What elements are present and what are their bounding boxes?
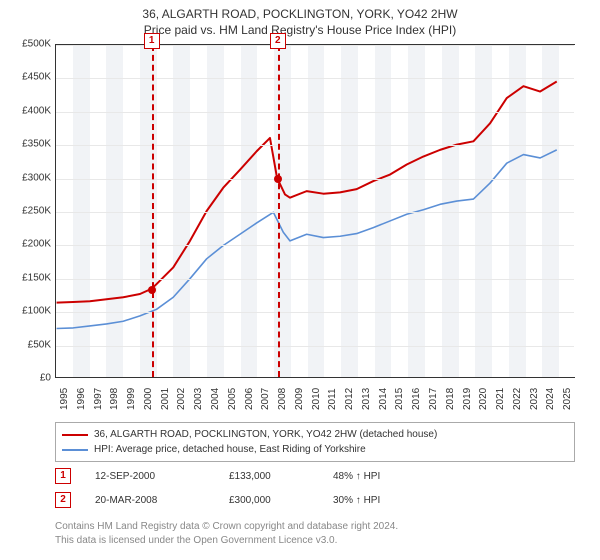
x-tick-label: 2008 [277, 388, 288, 410]
legend-item: 36, ALGARTH ROAD, POCKLINGTON, YORK, YO4… [62, 427, 568, 442]
sale-date: 12-SEP-2000 [95, 471, 205, 482]
y-tick-label: £200K [0, 239, 51, 250]
legend-item: HPI: Average price, detached house, East… [62, 442, 568, 457]
chart-container: 36, ALGARTH ROAD, POCKLINGTON, YORK, YO4… [0, 0, 600, 560]
x-tick-label: 2022 [512, 388, 523, 410]
x-tick-label: 2006 [244, 388, 255, 410]
x-tick-label: 2025 [562, 388, 573, 410]
y-tick-label: £350K [0, 139, 51, 150]
sale-row-badge: 1 [55, 468, 71, 484]
legend: 36, ALGARTH ROAD, POCKLINGTON, YORK, YO4… [55, 422, 575, 462]
legend-swatch [62, 449, 88, 451]
x-tick-label: 2010 [311, 388, 322, 410]
x-tick-label: 2019 [462, 388, 473, 410]
sale-marker-dot [148, 286, 156, 294]
gridline-horizontal [56, 245, 574, 246]
y-tick-label: £450K [0, 72, 51, 83]
x-tick-label: 1995 [59, 388, 70, 410]
sale-marker-line [278, 45, 280, 377]
x-tick-label: 1999 [126, 388, 137, 410]
x-tick-label: 2023 [529, 388, 540, 410]
x-tick-label: 1996 [76, 388, 87, 410]
sale-marker-line [152, 45, 154, 377]
y-tick-label: £150K [0, 272, 51, 283]
y-tick-label: £0 [0, 373, 51, 384]
hpi-line [57, 150, 557, 329]
x-tick-label: 2007 [260, 388, 271, 410]
plot-area: 12 [55, 44, 575, 378]
x-tick-label: 2015 [394, 388, 405, 410]
x-tick-label: 2000 [143, 388, 154, 410]
x-tick-label: 1998 [109, 388, 120, 410]
x-tick-label: 2024 [545, 388, 556, 410]
x-tick-label: 2004 [210, 388, 221, 410]
x-tick-label: 2001 [160, 388, 171, 410]
gridline-horizontal [56, 78, 574, 79]
chart-title: 36, ALGARTH ROAD, POCKLINGTON, YORK, YO4… [0, 0, 600, 38]
line-svg [56, 45, 574, 377]
y-tick-label: £300K [0, 172, 51, 183]
gridline-horizontal [56, 145, 574, 146]
sale-pct-vs-hpi: 30% ↑ HPI [333, 495, 380, 506]
x-tick-label: 1997 [93, 388, 104, 410]
x-tick-label: 2005 [227, 388, 238, 410]
x-tick-label: 2002 [176, 388, 187, 410]
y-tick-label: £100K [0, 306, 51, 317]
sale-marker-dot [274, 175, 282, 183]
x-tick-label: 2021 [495, 388, 506, 410]
gridline-horizontal [56, 45, 574, 46]
gridline-horizontal [56, 312, 574, 313]
gridline-horizontal [56, 179, 574, 180]
x-tick-label: 2014 [378, 388, 389, 410]
y-tick-label: £250K [0, 206, 51, 217]
gridline-horizontal [56, 112, 574, 113]
y-tick-label: £500K [0, 39, 51, 50]
legend-label: 36, ALGARTH ROAD, POCKLINGTON, YORK, YO4… [94, 427, 437, 442]
title-line-2: Price paid vs. HM Land Registry's House … [0, 22, 600, 38]
footer-line-1: Contains HM Land Registry data © Crown c… [55, 520, 398, 534]
footer-line-2: This data is licensed under the Open Gov… [55, 534, 398, 548]
sale-date: 20-MAR-2008 [95, 495, 205, 506]
x-tick-label: 2017 [428, 388, 439, 410]
y-tick-label: £400K [0, 105, 51, 116]
sale-row: 1 12-SEP-2000 £133,000 48% ↑ HPI [55, 468, 380, 484]
x-tick-label: 2012 [344, 388, 355, 410]
gridline-horizontal [56, 346, 574, 347]
x-tick-label: 2011 [327, 388, 338, 410]
x-tick-label: 2020 [478, 388, 489, 410]
y-tick-label: £50K [0, 339, 51, 350]
sale-price: £133,000 [229, 471, 309, 482]
title-line-1: 36, ALGARTH ROAD, POCKLINGTON, YORK, YO4… [0, 6, 600, 22]
gridline-horizontal [56, 212, 574, 213]
x-tick-label: 2016 [411, 388, 422, 410]
sale-price: £300,000 [229, 495, 309, 506]
sale-marker-badge: 2 [270, 33, 286, 49]
sale-row: 2 20-MAR-2008 £300,000 30% ↑ HPI [55, 492, 380, 508]
gridline-horizontal [56, 279, 574, 280]
sale-row-badge: 2 [55, 492, 71, 508]
legend-swatch [62, 434, 88, 436]
sale-marker-badge: 1 [144, 33, 160, 49]
footer-attribution: Contains HM Land Registry data © Crown c… [55, 520, 398, 547]
legend-label: HPI: Average price, detached house, East… [94, 442, 366, 457]
x-tick-label: 2018 [445, 388, 456, 410]
x-tick-label: 2013 [361, 388, 372, 410]
x-tick-label: 2009 [294, 388, 305, 410]
x-tick-label: 2003 [193, 388, 204, 410]
sale-pct-vs-hpi: 48% ↑ HPI [333, 471, 380, 482]
